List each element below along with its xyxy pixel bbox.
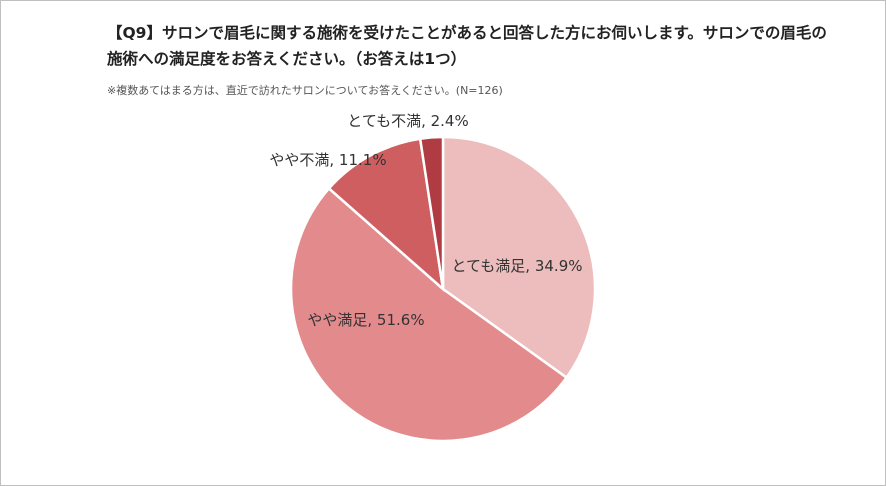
chart-note: ※複数あてはまる方は、直近で訪れたサロンについてお答えください。(N=126) (107, 84, 503, 97)
slice-label: やや満足, 51.6% (307, 311, 424, 329)
slice-label: とても満足, 34.9% (452, 257, 583, 275)
pie-slice (289, 186, 569, 443)
slice-label: やや不満, 11.1% (269, 151, 386, 169)
slice-label: とても不満, 2.4% (347, 112, 468, 130)
chart-title: 【Q9】サロンで眉毛に関する施術を受けたことがあると回答した方にお伺いします。サ… (107, 24, 827, 68)
pie-slice (441, 135, 597, 380)
pie-slice (418, 135, 445, 290)
pie-slice (327, 137, 445, 293)
